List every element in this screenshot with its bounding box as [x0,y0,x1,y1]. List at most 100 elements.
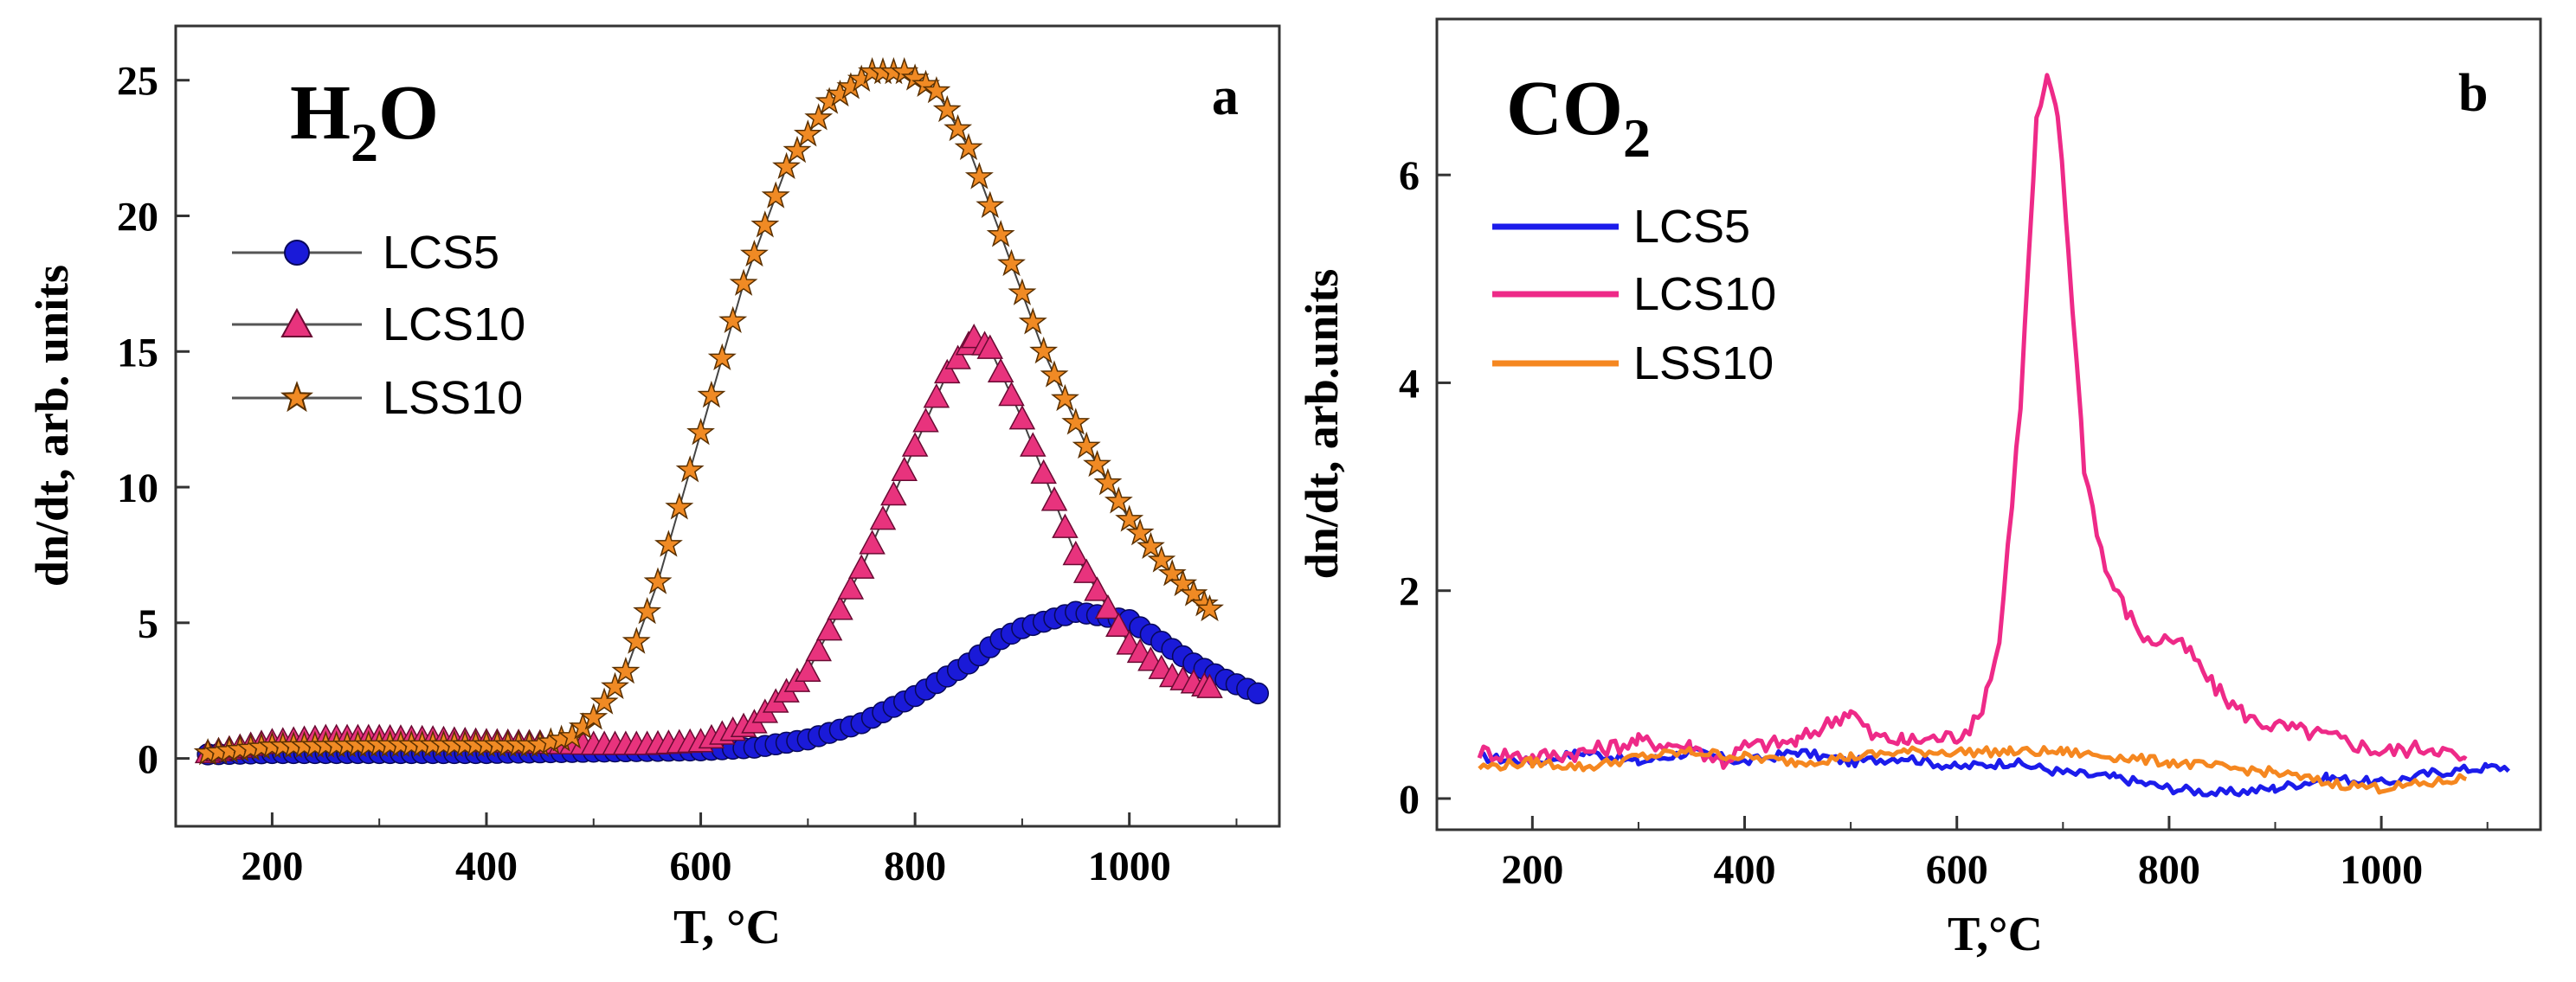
data-point-lss10 [976,190,1005,218]
data-point-lss10 [997,248,1026,277]
panel-b-series [1477,73,2510,798]
panel-a-inset-sub: 2 [351,112,378,173]
data-point-lss10 [922,76,951,104]
data-point-lcs10 [1072,558,1100,583]
y-tick-label: 25 [117,59,158,105]
data-point-lcs10 [869,505,897,530]
legend-a-marker-lcs10 [280,307,313,337]
data-point-lss10 [1137,531,1165,560]
data-point-lcs10 [944,344,971,369]
legend-a-marker-lcs5 [284,240,310,266]
data-point-lss10 [1040,360,1069,388]
legend-b-label-lss10: LSS10 [1633,337,1774,389]
x-tick-label: 800 [884,844,946,889]
panel-a-letter: a [1212,67,1239,126]
panel-a: 200 400 600 800 1000 0 5 10 15 20 25 H2O a LCS5 LC… [26,24,1281,954]
data-point-lss10 [1029,337,1059,364]
data-point-lss10 [579,703,609,730]
data-point-lss10 [964,162,994,189]
data-point-lcs10 [1052,513,1079,538]
legend-a-marker-lss10 [280,381,313,413]
panel-a-ticks: 200 400 600 800 1000 0 5 10 15 20 25 [117,59,1238,889]
legend-b-label-lcs10: LCS10 [1633,268,1776,320]
data-point-lcs10 [815,616,843,641]
data-point-lss10 [793,119,822,147]
data-point-lss10 [1104,486,1133,514]
data-point-lcs5 [1246,682,1269,705]
legend-a-label-lss10: LSS10 [383,372,523,424]
data-point-lss10 [1083,449,1111,478]
data-point-lss10 [1195,594,1224,622]
data-point-lss10 [750,210,780,238]
legend-a-label-lcs5: LCS5 [383,227,499,279]
data-point-lss10 [1008,278,1037,305]
data-point-lss10 [697,380,726,408]
data-point-lss10 [1093,468,1123,496]
panel-a-xlabel: T, °C [673,901,781,954]
x-tick-label: 800 [2138,847,2200,893]
y-tick-label: 2 [1399,569,1420,615]
series-line-lcs10 [1477,73,2468,770]
data-point-lss10 [601,671,629,700]
data-point-lss10 [621,626,651,654]
y-tick-label: 20 [117,194,158,240]
data-point-lss10 [633,597,662,625]
data-point-lss10 [654,530,683,557]
data-point-lss10 [1061,408,1091,435]
data-point-lcs10 [1084,576,1111,601]
data-point-lcs10 [847,554,875,579]
data-point-lcs10 [805,636,832,662]
y-tick-label: 5 [138,601,158,647]
data-point-lcs10 [1105,612,1132,637]
y-tick-label: 4 [1399,361,1420,407]
data-point-lcs10 [795,657,821,683]
data-point-lss10 [932,94,962,123]
data-point-lcs10 [923,382,950,408]
data-point-lss10 [643,567,673,594]
panel-b-letter: b [2458,64,2488,123]
data-point-lss10 [943,113,973,142]
panel-a-inset-tail: O [378,70,439,156]
data-point-lcs10 [998,381,1025,407]
panel-a-series [193,56,1269,766]
data-point-lcs10 [987,357,1014,383]
data-point-lss10 [675,455,705,483]
panel-a-plot-frame [174,24,1281,828]
y-tick-label: 6 [1399,153,1420,199]
data-point-lss10 [1051,383,1079,412]
data-point-lss10 [1072,431,1101,459]
panel-a-inset-base: H [290,70,351,156]
data-point-lcs10 [934,358,961,384]
data-point-lss10 [589,687,619,715]
panel-b-ticks: 200 400 600 800 1000 0 2 4 6 [1399,153,2489,893]
data-point-lss10 [611,657,641,684]
data-point-lcs10 [1008,405,1036,430]
data-point-lss10 [686,418,715,446]
panel-a-ylabel: dn/dt, arb. units [26,265,78,587]
data-point-lcs10 [1094,594,1122,619]
panel-b-inset-label: CO2 [1506,66,1651,169]
series-line-lss10 [1478,745,2467,795]
panel-b-ylabel: dn/dt, arb.units [1296,269,1348,580]
data-point-lss10 [1115,504,1144,532]
data-point-lss10 [1169,568,1198,597]
data-point-lcs10 [859,530,886,555]
data-point-lcs10 [891,456,918,481]
y-tick-label: 10 [117,465,158,511]
x-tick-label: 400 [1714,847,1776,893]
x-tick-label: 600 [670,844,732,889]
data-point-lss10 [729,268,758,296]
panel-b-xlabel: T,°C [1948,908,2043,961]
data-point-lss10 [1147,545,1176,573]
x-tick-label: 400 [455,844,518,889]
data-point-lcs10 [827,595,853,620]
panel-b-legend: LCS5 LCS10 LSS10 [1492,201,1776,389]
panel-a-legend: LCS5 LCS10 LSS10 [232,227,525,424]
panel-b-inset-sub: 2 [1623,107,1651,169]
data-point-lcs10 [901,432,929,457]
data-point-lss10 [804,103,834,131]
data-point-lss10 [740,239,769,267]
data-point-lss10 [665,492,694,520]
